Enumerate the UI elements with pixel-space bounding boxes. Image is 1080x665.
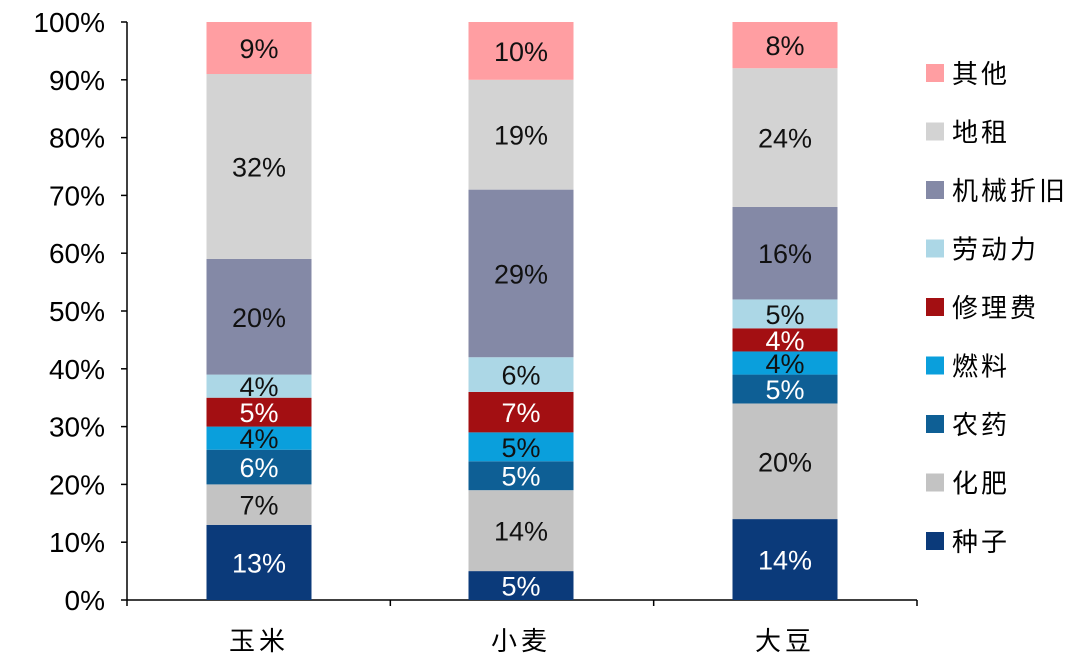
- bar-segment: [468, 490, 574, 572]
- bar-segment: [206, 374, 312, 398]
- bar-segment: [468, 189, 574, 358]
- x-category-label: 小麦: [491, 627, 551, 657]
- data-label: 5%: [239, 398, 278, 428]
- y-tick-label: 20%: [49, 469, 105, 500]
- legend-label: 机械折旧: [952, 177, 1068, 207]
- data-label: 5%: [501, 572, 540, 602]
- bar-segment: [206, 426, 312, 450]
- data-label: 29%: [494, 259, 548, 289]
- y-tick-label: 80%: [49, 123, 105, 154]
- y-axis: 0% 10% 20% 30% 40% 50% 60% 70% 80% 90% 100%: [33, 7, 128, 616]
- bar-segment: [732, 22, 838, 69]
- legend-label: 化肥: [952, 470, 1010, 500]
- bar-segment: [206, 397, 312, 427]
- legend-swatch: [926, 239, 944, 258]
- legend-swatch: [926, 298, 944, 316]
- y-tick-label: 60%: [49, 238, 105, 269]
- y-tick-label: 40%: [49, 354, 105, 385]
- data-label: 5%: [765, 375, 804, 405]
- y-tick-label: 10%: [49, 527, 105, 558]
- legend-swatch: [926, 122, 944, 141]
- data-label: 13%: [232, 548, 286, 578]
- y-tick-label: 70%: [49, 180, 105, 211]
- legend-label: 种子: [952, 528, 1010, 558]
- data-label: 4%: [239, 372, 278, 402]
- legend-label: 修理费: [952, 294, 1039, 324]
- data-label: 6%: [239, 453, 278, 483]
- bar-segment: [206, 484, 312, 525]
- legend-label: 劳动力: [952, 236, 1039, 266]
- legend-swatch: [926, 181, 944, 199]
- data-label: 20%: [758, 447, 812, 477]
- bar-segment: [468, 391, 574, 433]
- legend-label: 地租: [952, 119, 1010, 149]
- bar-segment: [732, 206, 838, 300]
- y-tick-label: 0%: [65, 585, 105, 616]
- bar-segment: [732, 403, 838, 520]
- bar-segment: [468, 79, 574, 190]
- bar-segment: [206, 524, 312, 600]
- bar-segment: [732, 68, 838, 207]
- data-label: 4%: [765, 326, 804, 356]
- bar-segment: [206, 74, 312, 259]
- legend-swatch: [926, 415, 944, 433]
- data-label: 5%: [501, 433, 540, 463]
- data-label: 5%: [765, 300, 804, 330]
- data-label: 4%: [765, 349, 804, 379]
- data-label: 7%: [239, 491, 278, 521]
- bar-segment: [732, 374, 838, 404]
- y-tick-label: 100%: [33, 7, 105, 38]
- x-category-label: 玉米: [229, 627, 289, 657]
- legend-swatch: [926, 64, 944, 82]
- legend-swatch: [926, 473, 944, 492]
- data-label: 6%: [501, 361, 540, 391]
- bar-segment: [468, 357, 574, 392]
- legend-label: 燃料: [952, 353, 1010, 383]
- data-label: 20%: [232, 303, 286, 333]
- legend-label: 其他: [952, 60, 1010, 90]
- data-label: 14%: [758, 546, 812, 576]
- data-label: 10%: [494, 37, 548, 67]
- y-tick-label: 30%: [49, 412, 105, 443]
- bars: 13%7%6%4%5%4%20%32%9%5%14%5%5%7%6%29%19%…: [206, 22, 838, 602]
- data-label: 16%: [758, 239, 812, 269]
- data-label: 9%: [239, 34, 278, 64]
- data-label: 14%: [494, 517, 548, 547]
- bar-segment: [468, 22, 574, 80]
- data-label: 5%: [501, 462, 540, 492]
- y-tick-label: 50%: [49, 296, 105, 327]
- bar-segment: [206, 449, 312, 485]
- data-label: 32%: [232, 153, 286, 183]
- bar-segment: [468, 571, 574, 600]
- bar-segment: [732, 519, 838, 600]
- x-category-label: 大豆: [755, 627, 815, 657]
- bar-segment: [468, 432, 574, 462]
- bar-segment: [732, 351, 838, 375]
- bar-segment: [206, 258, 312, 375]
- data-label: 19%: [494, 121, 548, 151]
- x-axis: 玉米 小麦 大豆: [126, 599, 918, 657]
- legend-swatch: [926, 356, 944, 375]
- bar-segment: [732, 328, 838, 352]
- data-label: 8%: [765, 31, 804, 61]
- bar-segment: [468, 461, 574, 491]
- bar-segment: [732, 299, 838, 329]
- data-label: 4%: [239, 424, 278, 454]
- bar-segment: [206, 22, 312, 75]
- data-label: 24%: [758, 124, 812, 154]
- legend-swatch: [926, 532, 944, 550]
- data-label: 7%: [501, 398, 540, 428]
- legend-label: 农药: [952, 411, 1010, 441]
- y-tick-label: 90%: [49, 65, 105, 96]
